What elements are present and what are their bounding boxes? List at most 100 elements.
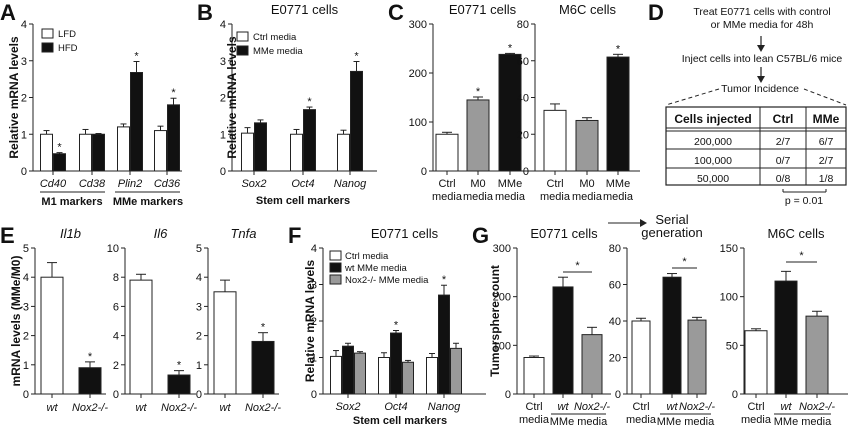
y-tick-label: 2 [21, 93, 27, 105]
y-tick-label: 8 [113, 272, 119, 284]
y-tick-label: 200 [409, 68, 427, 80]
y-tick-label: 0 [220, 166, 226, 178]
x-category-label: wt [667, 401, 679, 413]
bar-E3-0-1 [252, 341, 274, 394]
y-tick-label: 20 [609, 353, 621, 365]
table-cell: 0/7 [776, 155, 791, 167]
x-category-label: Cd36 [154, 178, 181, 190]
y-axis-label: mRNA levels (MMe/M0) [9, 256, 23, 387]
y-tick-label: 0 [421, 166, 427, 178]
bar-G1-0-1 [553, 287, 573, 394]
bar-C1-0-2 [499, 54, 521, 171]
legend-swatch-ctrl [237, 32, 248, 41]
panel-label-G: G [472, 223, 489, 248]
significance-star: * [307, 96, 312, 108]
y-tick-label: 0 [113, 389, 119, 401]
y-tick-label: 100 [409, 117, 427, 129]
significance-star: * [799, 250, 804, 262]
significance-star: * [394, 319, 399, 331]
y-tick-label: 150 [720, 243, 738, 255]
bar-C2-0-0 [544, 110, 566, 171]
x-category-label: Nox2-/- [72, 402, 108, 414]
x-category-label: wt [47, 402, 59, 414]
chart-title: M6C cells [767, 226, 825, 241]
y-tick-label: 2 [23, 331, 29, 343]
bar-F-0-0 [331, 356, 342, 394]
dashed-connector [666, 89, 719, 105]
y-tick-label: 60 [517, 56, 529, 68]
significance-star: * [508, 42, 513, 54]
significance-star: * [88, 351, 93, 363]
group-label-m1: M1 markers [41, 196, 102, 208]
bar-G1-0-0 [524, 358, 544, 395]
bar-C1-0-1 [467, 100, 489, 171]
table-cell: 2/7 [776, 136, 791, 148]
x-category-label: Cd40 [40, 178, 67, 190]
significance-star: * [616, 43, 621, 55]
bar-F-2-2 [451, 348, 462, 394]
y-tick-label: 4 [21, 19, 27, 31]
table-header: Cells injected [674, 112, 751, 126]
x-category-label: Nox2-/- [679, 401, 715, 413]
x-category-label: Cd38 [79, 178, 106, 190]
x-category-label: Ctrl media [432, 178, 463, 203]
chart-title: E0771 cells [530, 226, 598, 241]
bar-F-1-1 [391, 333, 402, 394]
y-tick-label: 4 [196, 272, 202, 284]
x-category-label: wt [220, 402, 232, 414]
x-category-label: wt [781, 401, 793, 413]
bar-G2-0-2 [688, 320, 706, 394]
x-category-label: MMe media [603, 178, 634, 203]
legend-label-1: wt MMe media [344, 263, 407, 274]
x-category-label: wt [558, 401, 570, 413]
x-axis-label: Stem cell markers [256, 195, 350, 207]
p-value: p = 0.01 [785, 195, 823, 207]
significance-star: * [442, 274, 447, 286]
bar-G3-0-2 [806, 316, 828, 394]
legend-swatch-hfd [42, 43, 53, 52]
x-axis-label: Stem cell markers [353, 415, 447, 427]
y-tick-label: 2 [113, 360, 119, 372]
bar-E1-0-1 [79, 368, 101, 394]
step1-text: Treat E0771 cells with control [693, 6, 830, 18]
bar-E1-0-0 [41, 277, 63, 394]
y-tick-label: 50 [726, 340, 738, 352]
chart-title: Tnfa [230, 226, 256, 241]
table-cell: 6/7 [819, 136, 834, 148]
y-axis-label: Tumorsphere count [0, 0, 56, 3]
bar-A-1-0 [54, 154, 66, 171]
x-category-label: M0 media [572, 178, 603, 203]
bar-G2-0-0 [632, 321, 650, 394]
y-tick-label: 80 [517, 19, 529, 31]
y-tick-label: 4 [113, 331, 119, 343]
legend-swatch-1 [330, 263, 341, 272]
bar-B-1-0 [255, 123, 267, 171]
y-tick-label: 0 [732, 389, 738, 401]
legend-label-mme: MMe media [253, 46, 303, 57]
bar-C2-0-2 [607, 57, 629, 171]
bar-B-0-1 [291, 134, 303, 171]
bar-C1-0-0 [436, 134, 458, 171]
bar-F-2-1 [403, 362, 414, 394]
y-tick-label: 6 [113, 301, 119, 313]
legend-swatch-0 [330, 251, 341, 260]
chart-title: E0771 cells [271, 2, 339, 17]
y-tick-label: 3 [21, 56, 27, 68]
chart-title: M6C cells [559, 2, 617, 17]
bar-F-2-0 [355, 353, 366, 394]
legend-swatch-lfd [42, 29, 53, 38]
bar-E2-0-1 [168, 375, 190, 394]
legend-label-ctrl: Ctrl media [253, 32, 297, 43]
bar-F-0-2 [427, 358, 438, 395]
chart-title: E0771 cells [371, 226, 439, 241]
y-tick-label: 3 [196, 301, 202, 313]
y-tick-label: 80 [609, 243, 621, 255]
y-tick-label: 5 [196, 243, 202, 255]
chart-title: Il6 [154, 226, 169, 241]
bar-E3-0-0 [214, 292, 236, 394]
table-cell: 0/8 [776, 173, 791, 185]
significance-star: * [575, 260, 580, 272]
y-tick-label: 100 [720, 292, 738, 304]
y-tick-label: 0 [21, 166, 27, 178]
significance-star: * [177, 360, 182, 372]
